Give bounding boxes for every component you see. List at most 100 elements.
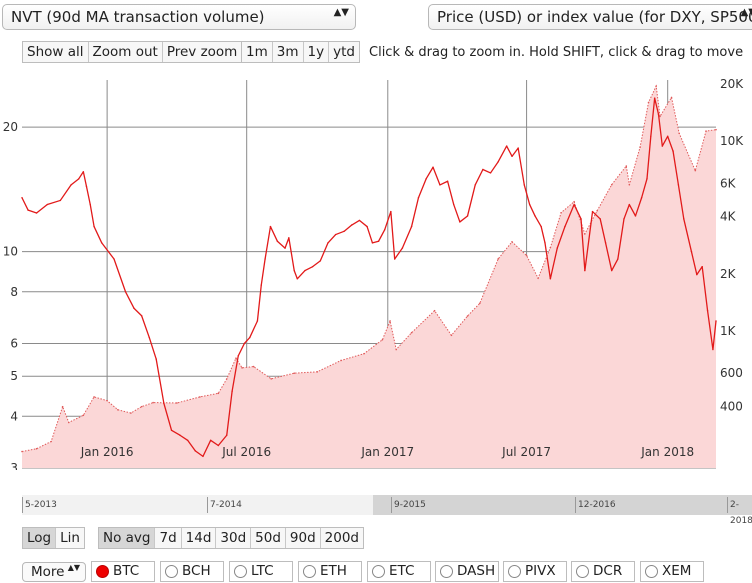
price-point xyxy=(584,233,586,235)
metric-select[interactable]: NVT (90d MA transaction volume) ▲▼ xyxy=(2,4,356,30)
nvt-point xyxy=(564,225,566,228)
log-scale-button[interactable]: Log xyxy=(23,528,57,548)
coin-ltc-radio[interactable]: LTC xyxy=(229,561,293,582)
avg-50d-button[interactable]: 50d xyxy=(251,528,286,548)
price-point xyxy=(389,320,391,322)
nvt-point xyxy=(474,184,476,186)
zoom-out-button[interactable]: Zoom out xyxy=(88,42,163,62)
price-point xyxy=(35,447,38,450)
price-point xyxy=(82,414,85,417)
nvt-point xyxy=(459,221,461,223)
price-point xyxy=(199,396,201,398)
x-axis-tick-label: Jan 2017 xyxy=(360,445,414,459)
range-1m-button[interactable]: 1m xyxy=(242,42,273,62)
price-point xyxy=(659,115,661,118)
nvt-point xyxy=(93,225,95,228)
coin-dcr-radio[interactable]: DCR xyxy=(571,561,635,582)
nvt-point xyxy=(401,247,404,249)
coin-dash-radio[interactable]: DASH xyxy=(435,561,499,582)
nvt-point xyxy=(35,212,38,214)
coin-bch-radio[interactable]: BCH xyxy=(160,561,224,582)
price-point xyxy=(117,408,119,411)
nvt-point xyxy=(425,178,427,180)
coin-eth-radio[interactable]: ETH xyxy=(298,561,362,582)
right-axis-tick-label: 600 xyxy=(720,366,743,380)
prev-zoom-button[interactable]: Prev zoom xyxy=(162,42,242,62)
avg-7d-button[interactable]: 7d xyxy=(155,528,182,548)
nvt-point xyxy=(288,237,290,239)
x-axis-tick-label: Jul 2017 xyxy=(501,445,551,459)
price-point xyxy=(316,371,319,373)
nvt-point xyxy=(264,258,266,260)
coin-label: BTC xyxy=(113,563,140,579)
left-axis-tick-label: 5 xyxy=(10,369,18,383)
nvt-point xyxy=(249,336,251,339)
nvt-point xyxy=(358,219,361,222)
coin-xem-radio[interactable]: XEM xyxy=(640,561,704,582)
nvt-point xyxy=(666,135,669,138)
price-point xyxy=(270,378,273,380)
nvt-point xyxy=(384,229,386,231)
nvt-point xyxy=(260,284,262,286)
radio-icon xyxy=(576,565,589,578)
right-axis-tick-label: 400 xyxy=(720,400,743,414)
price-point xyxy=(217,392,220,395)
price-point xyxy=(639,146,641,148)
nvt-point xyxy=(706,310,709,312)
avg-14d-button[interactable]: 14d xyxy=(181,528,217,548)
range-button-group: 1m 3m 1y ytd xyxy=(241,41,360,63)
show-all-button[interactable]: Show all xyxy=(23,42,89,62)
right-axis-tick-label: 10K xyxy=(720,134,744,148)
nvt-point xyxy=(534,215,536,217)
range-1y-button[interactable]: 1y xyxy=(303,42,330,62)
price-axis-select[interactable]: Price (USD) or index value (for DXY, SP5… xyxy=(428,4,752,30)
more-coins-select[interactable]: More ▲▼ xyxy=(22,562,86,582)
coin-btc-radio[interactable]: BTC xyxy=(91,561,155,582)
price-point xyxy=(340,359,342,362)
nvt-point xyxy=(343,230,345,233)
nvt-point xyxy=(124,291,127,293)
range-3m-button[interactable]: 3m xyxy=(272,42,304,62)
nvt-price-chart[interactable]: 3 4 5 6 8 10 20 400 600 1K 2K 4K 6K 10K 20K Jan 2016 Jul… xyxy=(0,78,752,470)
price-point xyxy=(610,183,613,186)
linear-scale-button[interactable]: Lin xyxy=(56,528,84,548)
navigator-tick: 12-2016 xyxy=(575,497,616,513)
price-point xyxy=(235,357,237,359)
price-point xyxy=(152,401,154,404)
nvt-point xyxy=(497,161,499,163)
avg-30d-button[interactable]: 30d xyxy=(216,528,252,548)
price-point xyxy=(363,352,365,355)
nvt-point xyxy=(276,240,279,242)
nvt-point xyxy=(366,225,368,228)
nvt-point xyxy=(611,269,613,272)
radio-icon xyxy=(508,565,521,578)
radio-icon xyxy=(165,565,178,578)
range-ytd-button[interactable]: ytd xyxy=(329,42,359,62)
nvt-point xyxy=(351,224,353,226)
price-point xyxy=(21,450,23,453)
navigator-selection[interactable] xyxy=(373,495,752,515)
avg-200d-button[interactable]: 200d xyxy=(320,528,363,548)
nvt-point xyxy=(549,278,552,280)
nvt-point xyxy=(661,145,664,147)
nvt-point xyxy=(217,444,220,447)
coin-pivx-radio[interactable]: PIVX xyxy=(503,561,567,582)
avg-90d-button[interactable]: 90d xyxy=(285,528,321,548)
price-point xyxy=(252,365,255,368)
price-select-value: Price (USD) or index value (for DXY, SP5… xyxy=(437,8,752,26)
coin-label: LTC xyxy=(251,563,274,579)
nvt-point xyxy=(101,242,103,244)
price-point xyxy=(511,241,513,243)
nvt-point xyxy=(327,242,329,244)
nvt-point xyxy=(59,199,62,202)
price-point xyxy=(381,338,384,341)
nvt-point xyxy=(646,178,648,180)
coin-label: DASH xyxy=(457,563,496,579)
nvt-point xyxy=(584,269,586,272)
avg-none-button[interactable]: No avg xyxy=(99,528,156,548)
select-arrows-icon: ▲▼ xyxy=(740,7,752,18)
right-axis-tick-label: 4K xyxy=(720,210,737,224)
nvt-point xyxy=(528,203,531,206)
coin-etc-radio[interactable]: ETC xyxy=(367,561,431,582)
nvt-point xyxy=(453,203,455,206)
